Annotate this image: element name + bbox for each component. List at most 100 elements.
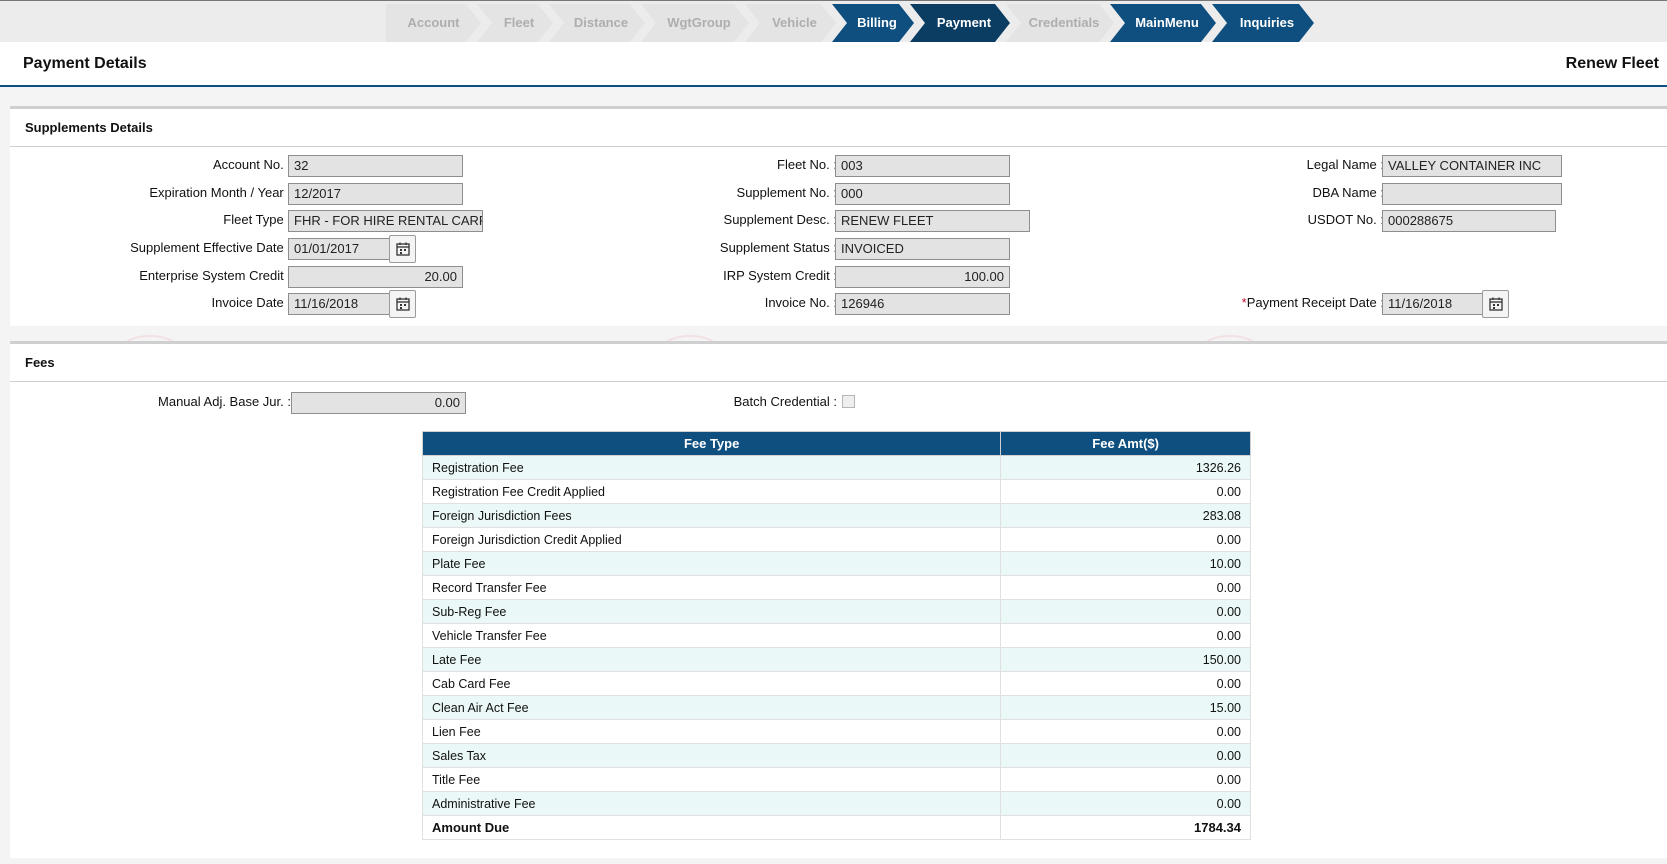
dba-name-label: DBA Name :: [1312, 185, 1384, 200]
step-wgtgroup[interactable]: WgtGroup: [641, 4, 749, 42]
amount-due-row: Amount Due 1784.34: [421, 815, 1251, 840]
supplement-desc-label: Supplement Desc. :: [723, 212, 837, 227]
fee-amount-cell: 283.08: [1000, 503, 1251, 528]
table-row: Lien Fee 0.00: [421, 719, 1251, 744]
manual-adj-label: Manual Adj. Base Jur. :: [158, 394, 291, 409]
payment-receipt-date-calendar-button[interactable]: [1482, 290, 1509, 318]
table-row: Sales Tax 0.00: [421, 743, 1251, 768]
fee-type-cell: Clean Air Act Fee: [421, 695, 1002, 720]
step-fleet[interactable]: Fleet: [477, 4, 553, 42]
enterprise-credit-label: Enterprise System Credit :: [139, 268, 291, 283]
table-row: Administrative Fee 0.00: [421, 791, 1251, 816]
fee-amount-cell: 0.00: [1000, 479, 1251, 504]
supplement-desc-field[interactable]: RENEW FLEET: [835, 210, 1030, 232]
enterprise-credit-field[interactable]: 20.00: [288, 266, 463, 288]
payment-receipt-date-label: *Payment Receipt Date :: [1241, 295, 1384, 310]
fleet-type-field[interactable]: FHR - FOR HIRE RENTAL CARRIER: [288, 210, 483, 232]
calendar-icon: [396, 242, 410, 256]
fee-type-cell: Registration Fee Credit Applied: [421, 479, 1002, 504]
usdot-no-label: USDOT No. :: [1307, 212, 1384, 227]
fees-panel-title: Fees: [10, 344, 1667, 382]
fee-amount-cell: 0.00: [1000, 623, 1251, 648]
account-no-label: Account No. :: [212, 157, 291, 172]
supp-effective-date-field[interactable]: 01/01/2017: [288, 238, 398, 260]
fleet-type-label: Fleet Type :: [223, 212, 291, 227]
fee-amount-cell: 10.00: [1000, 551, 1251, 576]
expiration-label: Expiration Month / Year :: [149, 185, 291, 200]
fee-table: Fee Type Fee Amt($) Registration Fee 1326…: [421, 431, 1251, 840]
step-payment[interactable]: Payment: [910, 4, 1010, 42]
step-account[interactable]: Account: [386, 4, 481, 42]
step-mainmenu[interactable]: MainMenu: [1110, 4, 1216, 42]
usdot-no-field[interactable]: 000288675: [1382, 210, 1556, 232]
table-row: Clean Air Act Fee 15.00: [421, 695, 1251, 720]
fee-type-column-header[interactable]: Fee Type: [421, 431, 1002, 456]
wizard-nav: Account Fleet Distance WgtGroup Vehicle …: [0, 0, 1667, 42]
manual-adj-field[interactable]: 0.00: [291, 392, 466, 414]
table-row: Late Fee 150.00: [421, 647, 1251, 672]
fee-amount-cell: 150.00: [1000, 647, 1251, 672]
step-distance[interactable]: Distance: [549, 4, 645, 42]
batch-credential-checkbox[interactable]: [842, 395, 855, 408]
table-row: Registration Fee 1326.26: [421, 455, 1251, 480]
fee-type-cell: Vehicle Transfer Fee: [421, 623, 1002, 648]
step-credentials[interactable]: Credentials: [1006, 4, 1114, 42]
invoice-no-label: Invoice No. :: [764, 295, 837, 310]
calendar-icon: [396, 297, 410, 311]
fee-amount-column-header[interactable]: Fee Amt($): [1000, 431, 1251, 456]
irp-credit-field[interactable]: 100.00: [835, 266, 1010, 288]
supplement-no-field[interactable]: 000: [835, 183, 1010, 205]
table-row: Vehicle Transfer Fee 0.00: [421, 623, 1251, 648]
fee-type-cell: Sales Tax: [421, 743, 1002, 768]
fee-type-cell: Cab Card Fee: [421, 671, 1002, 696]
supplement-no-label: Supplement No. :: [736, 185, 837, 200]
fee-amount-cell: 15.00: [1000, 695, 1251, 720]
step-vehicle[interactable]: Vehicle: [745, 4, 836, 42]
step-inquiries[interactable]: Inquiries: [1212, 4, 1314, 42]
fee-amount-cell: 0.00: [1000, 599, 1251, 624]
step-billing[interactable]: Billing: [832, 4, 914, 42]
table-row: Registration Fee Credit Applied 0.00: [421, 479, 1251, 504]
page-header: Payment Details Renew Fleet: [0, 42, 1667, 87]
fee-type-cell: Title Fee: [421, 767, 1002, 792]
amount-due-value: 1784.34: [1000, 815, 1251, 840]
fleet-no-label: Fleet No. :: [777, 157, 837, 172]
table-row: Record Transfer Fee 0.00: [421, 575, 1251, 600]
supplement-status-field[interactable]: INVOICED: [835, 238, 1010, 260]
fee-amount-cell: 0.00: [1000, 575, 1251, 600]
invoice-no-field[interactable]: 126946: [835, 293, 1010, 315]
fee-type-cell: Late Fee: [421, 647, 1002, 672]
dba-name-field[interactable]: [1382, 183, 1562, 205]
calendar-icon: [1489, 297, 1503, 311]
fee-type-cell: Plate Fee: [421, 551, 1002, 576]
table-row: Foreign Jurisdiction Fees 283.08: [421, 503, 1251, 528]
supp-effective-date-calendar-button[interactable]: [389, 235, 416, 263]
page-title: Payment Details: [23, 55, 147, 72]
table-row: Sub-Reg Fee 0.00: [421, 599, 1251, 624]
irp-credit-label: IRP System Credit :: [723, 268, 837, 283]
supplements-panel-title: Supplements Details: [10, 109, 1667, 147]
fees-panel: Fees Manual Adj. Base Jur. : 0.00 Batch …: [10, 341, 1667, 858]
fee-type-cell: Administrative Fee: [421, 791, 1002, 816]
required-marker: *: [1241, 295, 1247, 310]
table-row: Title Fee 0.00: [421, 767, 1251, 792]
legal-name-field[interactable]: VALLEY CONTAINER INC: [1382, 155, 1562, 177]
fee-type-cell: Registration Fee: [421, 455, 1002, 480]
supplements-panel: Supplements Details Account No. : 32 Exp…: [10, 106, 1667, 326]
fee-amount-cell: 0.00: [1000, 743, 1251, 768]
page-action-title: Renew Fleet: [1565, 55, 1659, 72]
fee-amount-cell: 0.00: [1000, 767, 1251, 792]
account-no-field[interactable]: 32: [288, 155, 463, 177]
fee-type-cell: Sub-Reg Fee: [421, 599, 1002, 624]
invoice-date-label: Invoice Date :: [211, 295, 292, 310]
payment-receipt-date-field[interactable]: 11/16/2018: [1382, 293, 1492, 315]
invoice-date-calendar-button[interactable]: [389, 290, 416, 318]
fee-type-cell: Lien Fee: [421, 719, 1002, 744]
fleet-no-field[interactable]: 003: [835, 155, 1010, 177]
invoice-date-field[interactable]: 11/16/2018: [288, 293, 398, 315]
fee-type-cell: Foreign Jurisdiction Credit Applied: [421, 527, 1002, 552]
fee-amount-cell: 0.00: [1000, 719, 1251, 744]
expiration-field[interactable]: 12/2017: [288, 183, 463, 205]
fee-amount-cell: 0.00: [1000, 527, 1251, 552]
supp-effective-date-label: Supplement Effective Date :: [130, 240, 291, 255]
